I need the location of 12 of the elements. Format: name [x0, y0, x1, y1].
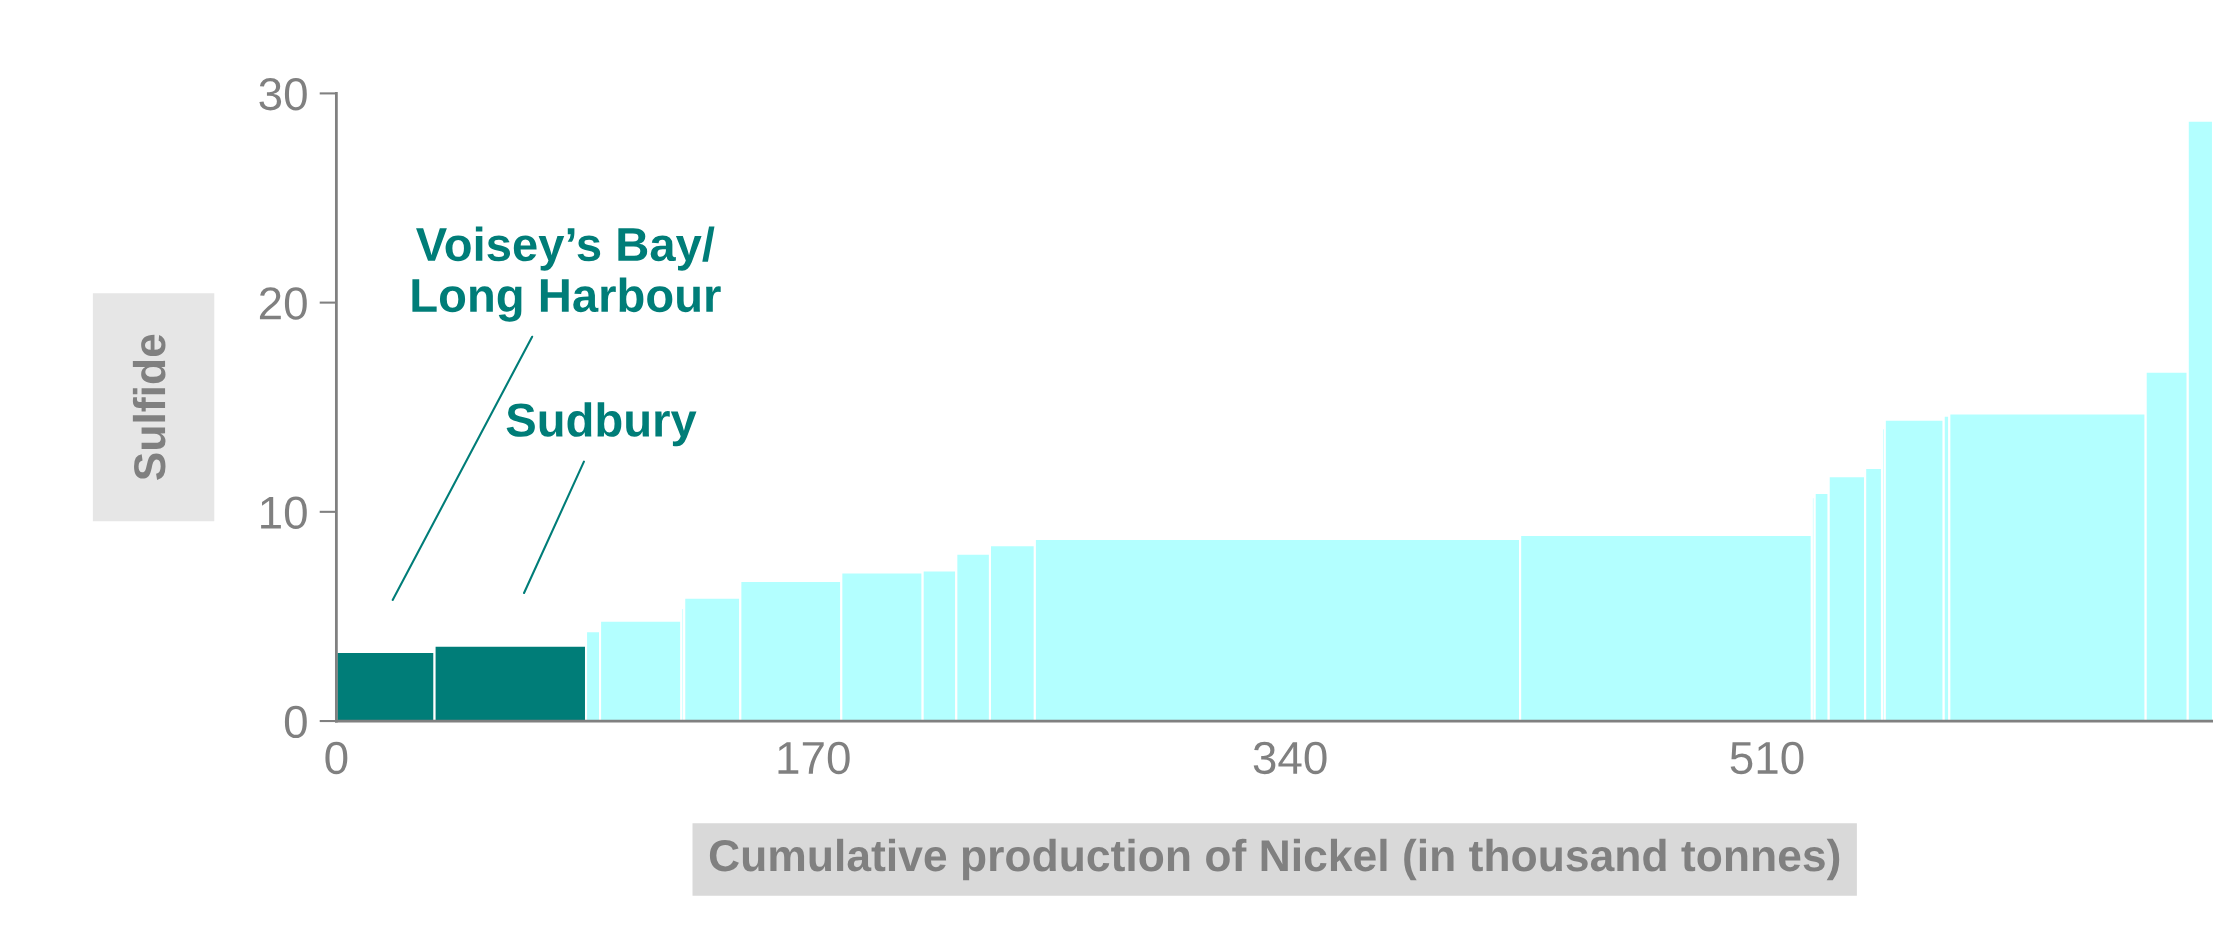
y-tick-label: 20 [259, 287, 307, 320]
y-tick-label: 10 [261, 496, 307, 529]
y-tick-label: 0 [284, 705, 307, 739]
y-axis-title: Sulfide [132, 334, 166, 481]
x-tick-label: 510 [1730, 741, 1804, 775]
x-tick-label: 170 [778, 741, 850, 775]
x-axis-title: Cumulative production of Nickel (in thousand tonnes) [709, 838, 1840, 881]
x-tick-label: 0 [325, 741, 348, 775]
annotation: Voisey’s Bay/ Long Harbour [412, 226, 721, 322]
x-tick-label: 340 [1253, 741, 1327, 775]
annotation: Sudbury [506, 402, 697, 447]
y-tick-label: 30 [259, 78, 307, 111]
